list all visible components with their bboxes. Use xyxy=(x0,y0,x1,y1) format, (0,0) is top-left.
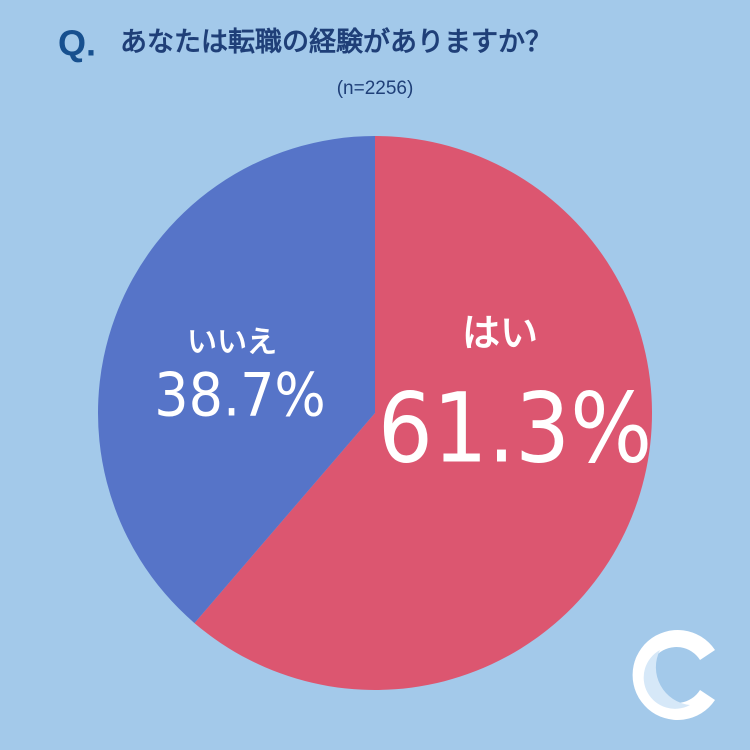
value-label: 38.7% xyxy=(154,361,325,431)
pie-slice xyxy=(98,135,375,624)
category-label: いいえ xyxy=(187,326,277,359)
chart-title: あなたは転職の経験がありますか？ xyxy=(120,26,552,57)
pie-slice xyxy=(194,136,652,690)
value-label: 61.3% xyxy=(378,372,652,484)
pie xyxy=(98,135,652,690)
question-prefix: Q. xyxy=(58,23,96,64)
category-label: はい xyxy=(462,313,538,355)
logo xyxy=(632,630,715,720)
chart-subtitle: (n=2256) xyxy=(337,78,414,99)
